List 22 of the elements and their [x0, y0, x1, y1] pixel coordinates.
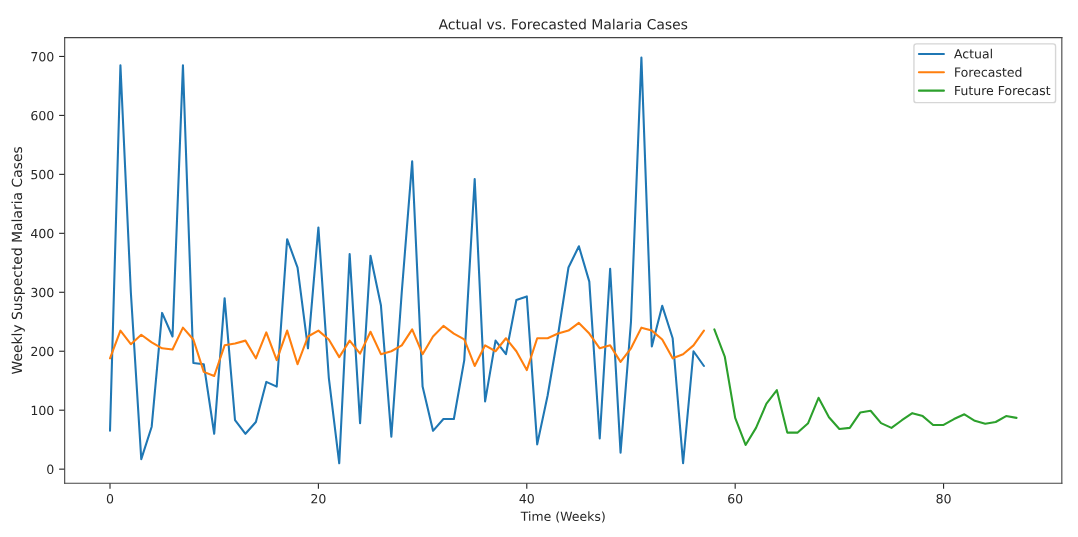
legend-label: Actual	[954, 48, 992, 59]
y-tick-label: 700	[31, 51, 54, 62]
line-series	[108, 321, 705, 378]
y-tick-label: 100	[31, 405, 54, 416]
x-tick-label: 40	[519, 493, 534, 504]
y-tick-label: 500	[31, 169, 54, 180]
y-tick-label: 600	[31, 110, 54, 121]
line-series	[713, 328, 1018, 447]
chart-title: Actual vs. Forecasted Malaria Cases	[438, 18, 688, 30]
y-tick-label: 200	[31, 346, 54, 357]
y-axis-title: Weekly Suspected Malaria Cases	[11, 147, 25, 375]
y-tick-label: 0	[47, 464, 54, 475]
x-tick-label: 80	[936, 493, 951, 504]
y-tick-label: 300	[31, 287, 54, 298]
y-tick-label: 400	[31, 228, 54, 239]
legend-label: Forecasted	[955, 67, 1022, 77]
line-series	[108, 56, 705, 465]
legend-label: Future Forecast	[955, 85, 1051, 96]
x-tick-label: 60	[728, 493, 743, 504]
x-axis-title: Time (Weeks)	[520, 511, 605, 523]
x-tick-label: 0	[106, 493, 114, 504]
x-tick-label: 20	[311, 493, 326, 504]
